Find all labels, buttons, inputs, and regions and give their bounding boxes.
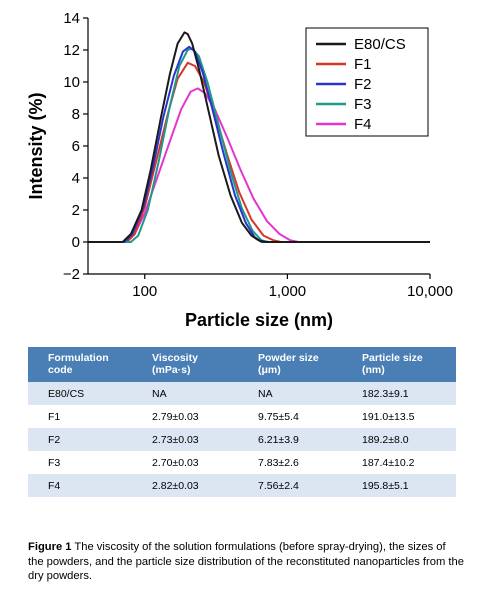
figure-caption-text: The viscosity of the solution formulatio… [28, 541, 464, 582]
cell-particle-size: 187.4±10.2 [342, 451, 456, 474]
table-header-row: Formulation code Viscosity (mPa·s) Powder … [28, 347, 456, 382]
legend: E80/CS F1 F2 F3 F4 [305, 27, 429, 137]
cell-particle-size: 182.3±9.1 [342, 382, 456, 405]
legend-label-e80-cs: E80/CS [354, 36, 406, 53]
cell-powder-size: 7.83±2.6 [238, 451, 342, 474]
table-row: F4 2.82±0.03 7.56±2.4 195.8±5.1 [28, 474, 456, 497]
cell-viscosity: 2.73±0.03 [132, 428, 238, 451]
cell-powder-size: 6.21±3.9 [238, 428, 342, 451]
figure-caption: Figure 1 The viscosity of the solution f… [28, 540, 464, 584]
cell-formulation: E80/CS [28, 382, 132, 405]
header-particle-size: Particle size (nm) [342, 347, 456, 382]
y-tick-label: 10 [63, 74, 80, 91]
y-axis-label: Intensity (%) [26, 92, 46, 199]
legend-label-f4: F4 [354, 116, 372, 133]
cell-viscosity: 2.70±0.03 [132, 451, 238, 474]
cell-particle-size: 195.8±5.1 [342, 474, 456, 497]
y-tick-label: 14 [63, 10, 80, 27]
cell-formulation: F1 [28, 405, 132, 428]
y-tick-label: 2 [72, 202, 80, 219]
header-viscosity: Viscosity (mPa·s) [132, 347, 238, 382]
cell-formulation: F4 [28, 474, 132, 497]
y-tick-label: 6 [72, 138, 80, 155]
y-tick-label: 12 [63, 42, 80, 59]
results-table: Formulation code Viscosity (mPa·s) Powder … [28, 347, 456, 497]
legend-box [305, 27, 429, 137]
results-table-wrap: Formulation code Viscosity (mPa·s) Powder … [28, 347, 456, 497]
cell-particle-size: 189.2±8.0 [342, 428, 456, 451]
cell-viscosity: 2.79±0.03 [132, 405, 238, 428]
legend-items: E80/CS F1 F2 F3 F4 [316, 36, 406, 133]
legend-label-f3: F3 [354, 96, 372, 113]
x-axis-ticks: 100 1,000 10,000 [132, 274, 453, 300]
series-line-e80-cs [88, 31, 430, 243]
table-row: F3 2.70±0.03 7.83±2.6 187.4±10.2 [28, 451, 456, 474]
y-tick-label: −2 [63, 266, 80, 283]
series-lines [88, 31, 430, 243]
cell-viscosity: NA [132, 382, 238, 405]
particle-size-chart: −2 0 2 4 6 8 10 12 14 100 1,000 10,000 Particle si… [26, 10, 453, 330]
cell-viscosity: 2.82±0.03 [132, 474, 238, 497]
figure-label: Figure 1 [28, 541, 72, 553]
legend-label-f1: F1 [354, 56, 372, 73]
table-row: E80/CS NA NA 182.3±9.1 [28, 382, 456, 405]
plot-area: −2 0 2 4 6 8 10 12 14 100 1,000 10,000 Particle si… [26, 10, 453, 330]
cell-particle-size: 191.0±13.5 [342, 405, 456, 428]
legend-label-f2: F2 [354, 76, 372, 93]
x-axis-label: Particle size (nm) [185, 310, 333, 330]
cell-powder-size: 7.56±2.4 [238, 474, 342, 497]
y-tick-label: 4 [72, 170, 80, 187]
header-formulation-code: Formulation code [28, 347, 132, 382]
x-tick-label: 1,000 [269, 283, 307, 300]
x-tick-label: 100 [132, 283, 157, 300]
table-row: F1 2.79±0.03 9.75±5.4 191.0±13.5 [28, 405, 456, 428]
cell-formulation: F3 [28, 451, 132, 474]
header-powder-size: Powder size (μm) [238, 347, 342, 382]
cell-powder-size: 9.75±5.4 [238, 405, 342, 428]
table-row: F2 2.73±0.03 6.21±3.9 189.2±8.0 [28, 428, 456, 451]
y-axis-ticks: −2 0 2 4 6 8 10 12 14 [63, 10, 88, 283]
cell-formulation: F2 [28, 428, 132, 451]
y-tick-label: 8 [72, 106, 80, 123]
y-tick-label: 0 [72, 234, 80, 251]
x-tick-label: 10,000 [407, 283, 453, 300]
cell-powder-size: NA [238, 382, 342, 405]
